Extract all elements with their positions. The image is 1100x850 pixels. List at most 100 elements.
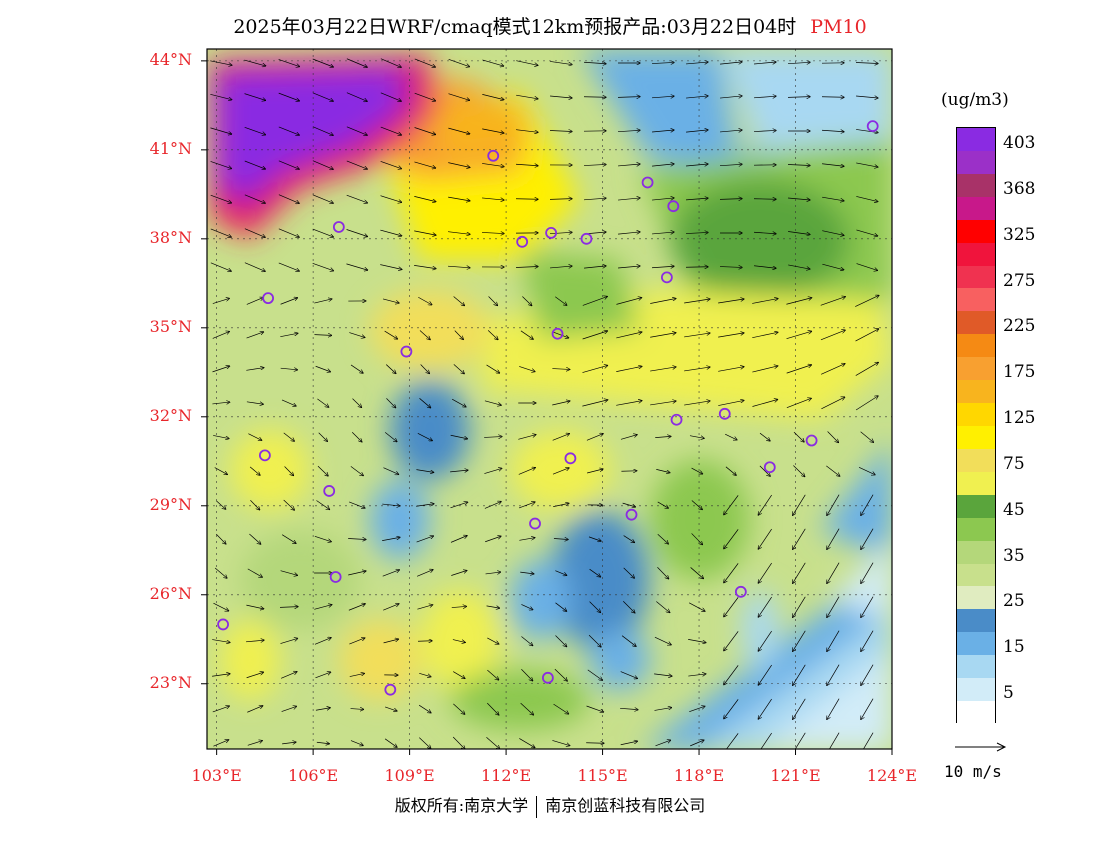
city-marker [323, 485, 336, 497]
wind-vector [686, 62, 708, 64]
wind-vector [552, 401, 569, 406]
wind-vector [280, 638, 297, 644]
wind-vector [284, 466, 294, 475]
wind-vector [482, 163, 504, 166]
wind-vector [620, 435, 637, 440]
wind-vector [550, 266, 572, 268]
wind-vector [650, 333, 676, 338]
wind-vector [448, 127, 469, 134]
wind-vector [448, 59, 470, 66]
wind-vector [856, 96, 878, 98]
wind-vector [382, 537, 400, 541]
city-markers [217, 120, 879, 696]
city-marker [262, 292, 275, 305]
wind-vector [515, 266, 538, 267]
wind-vector [821, 397, 844, 410]
wind-vector [582, 331, 608, 340]
wind-vector [280, 607, 298, 608]
wind-vector [482, 128, 504, 133]
wind-vector [247, 568, 262, 577]
wind-vector [382, 298, 399, 303]
wind-vector [280, 570, 298, 576]
wind-vector [346, 58, 367, 67]
wind-vector [352, 398, 362, 408]
wind-vector [793, 698, 806, 719]
wind-vector [754, 96, 776, 98]
wind-vector [555, 635, 566, 646]
wind-vector [623, 600, 634, 613]
wind-vector [452, 639, 465, 643]
wind-vector [622, 502, 636, 507]
wind-vector [855, 396, 878, 411]
legend-swatch [957, 448, 995, 472]
longitude-label: 118°E [673, 766, 725, 785]
wind-vector [246, 401, 263, 404]
wind-vector [487, 669, 498, 680]
wind-vector [759, 465, 770, 476]
wind-vector [550, 96, 572, 98]
wind-vector [657, 567, 668, 578]
wind-vector [656, 601, 669, 613]
wind-vector [688, 602, 705, 611]
wind-vector [522, 296, 531, 306]
wind-vector [213, 602, 228, 611]
wind-vector [787, 97, 810, 98]
wind-vector [821, 97, 844, 98]
wind-vector [582, 365, 607, 373]
wind-vector [856, 129, 878, 132]
wind-vector [453, 364, 464, 373]
city-marker [516, 235, 529, 248]
wind-reference-label: 10 m/s [944, 762, 1002, 781]
wind-vector [312, 126, 333, 136]
wind-vector [549, 199, 572, 200]
wind-vector [348, 539, 366, 540]
wind-vector [718, 333, 744, 338]
wind-vector [655, 436, 671, 437]
color-legend [956, 127, 996, 724]
wind-vector [453, 671, 465, 679]
wind-vector [451, 606, 466, 607]
longitude-label: 124°E [866, 766, 918, 785]
wind-vector [249, 466, 260, 475]
wind-vector [246, 640, 264, 642]
wind-vector [278, 59, 300, 66]
wind-vector [350, 466, 363, 475]
wind-vector [210, 93, 231, 99]
wind-vector [348, 571, 366, 576]
latitude-label: 32°N [149, 405, 192, 425]
wind-vector [555, 570, 566, 576]
wind-vector [623, 535, 635, 543]
latitude-label: 29°N [149, 494, 192, 514]
wind-vector [655, 740, 671, 747]
wind-vector [861, 664, 874, 686]
wind-vector [690, 567, 704, 578]
wind-vector [688, 639, 706, 642]
wind-vector [515, 199, 538, 200]
wind-vector [315, 708, 330, 711]
wind-vector [383, 639, 399, 644]
wind-vector [450, 434, 468, 439]
wind-vector [827, 596, 840, 618]
wind-vector [312, 160, 333, 170]
wind-vector [380, 92, 401, 101]
wind-vector [383, 604, 399, 611]
wind-vector [827, 664, 840, 686]
longitude-label: 112°E [480, 766, 532, 785]
longitude-label: 109°E [384, 766, 435, 785]
wind-vector [346, 126, 367, 135]
legend-swatch [957, 380, 995, 404]
legend-swatch [957, 632, 995, 656]
wind-vector [724, 563, 739, 582]
wind-vector [820, 297, 846, 306]
city-marker [763, 461, 776, 474]
wind-vector [617, 130, 640, 131]
wind-vector [554, 668, 567, 681]
wind-vector [420, 364, 430, 374]
wind-vector [720, 96, 742, 99]
wind-vector [314, 605, 331, 610]
city-marker [332, 221, 345, 233]
wind-vector [724, 597, 739, 616]
wind-vector [650, 401, 676, 406]
wind-vector [690, 740, 704, 747]
legend-swatch [957, 540, 995, 564]
